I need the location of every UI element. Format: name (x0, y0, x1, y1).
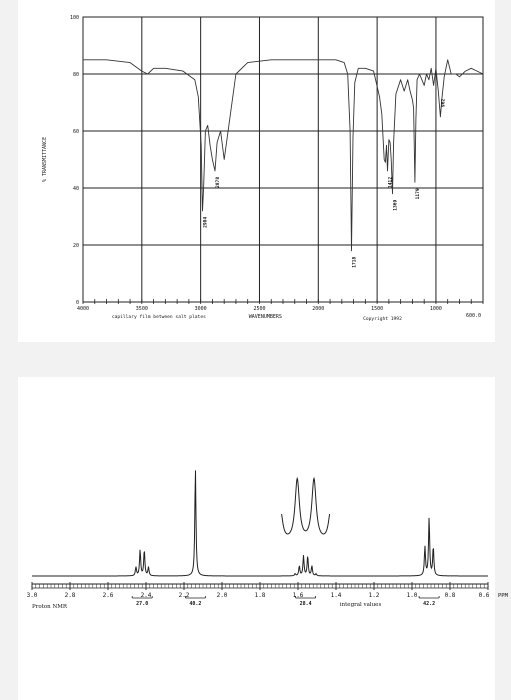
nmr-x-tick-label: 1.2 (369, 592, 380, 599)
ir-y-axis-label: % TRANSMITTANCE (42, 137, 48, 182)
nmr-title: Proton NMR (32, 604, 68, 610)
nmr-x-tick-label: 0.6 (479, 592, 490, 599)
ir-y-tick-label: 40 (73, 186, 79, 192)
ir-spectrum-panel: 100 80 60 40 20 0 4000 3500 3000 2500 2000 1500 1000… (18, 0, 495, 342)
nmr-x-tick-label: 2.4 (141, 592, 152, 599)
nmr-x-tick-label: 3.0 (27, 592, 38, 599)
nmr-x-tick-label: 1.0 (407, 592, 418, 599)
nmr-x-tick-label: 1.8 (255, 592, 266, 599)
ir-peak-label: 1412 (387, 177, 393, 188)
ir-copyright: Copyright 1992 (363, 316, 402, 322)
nmr-spectrum-panel: 3.0 2.8 2.6 2.4 2.2 2.0 1.8 1.6 1.4 1.2 1.0 0.8 0.6 P… (18, 377, 509, 700)
nmr-integral-value: 28.4 (300, 601, 312, 607)
nmr-integral-value: 42.2 (423, 601, 435, 607)
nmr-x-tick-label: 2.6 (103, 592, 114, 599)
nmr-x-tick-label: 2.8 (65, 592, 76, 599)
nmr-integral-value: 40.2 (189, 601, 201, 607)
nmr-x-tick-label: 0.8 (445, 592, 456, 599)
ir-peak-label: 1179 (415, 188, 421, 199)
ir-x-tick-label: 4000 (77, 306, 89, 312)
ir-y-tick-label: 80 (73, 72, 79, 78)
ir-x-tick-label: 1000 (430, 306, 442, 312)
ir-plot-frame (82, 16, 484, 303)
nmr-x-tick-label: 1.4 (331, 592, 342, 599)
nmr-x-axis-label: PPM (498, 593, 509, 599)
ir-peak-label: 1718 (351, 256, 357, 267)
ir-y-tick-label: 60 (73, 129, 79, 135)
ir-x-tick-label: 3000 (195, 306, 207, 312)
nmr-x-tick-label: 2.0 (217, 592, 228, 599)
nmr-expansion-inset (281, 476, 331, 535)
ir-peak-label: 2984 (203, 217, 209, 228)
ir-sample-note: capillary film between salt plates (112, 314, 206, 320)
ir-x-tick-label: 2000 (312, 306, 324, 312)
ir-x-tick-label: 600.0 (466, 313, 481, 319)
nmr-x-tick-label: 2.2 (179, 592, 190, 599)
nmr-integral-value: 27.0 (136, 601, 148, 607)
ir-y-tick-label: 20 (73, 243, 79, 249)
ir-x-tick-label: 3500 (136, 306, 148, 312)
nmr-spectrum-line (32, 470, 488, 577)
ir-x-tick-label: 1500 (371, 306, 383, 312)
ir-y-tick-label: 0 (76, 300, 79, 306)
ir-peak-label: 962 (440, 99, 446, 108)
ir-peak-label: 1369 (393, 199, 399, 210)
nmr-spectrum-chart: 3.0 2.8 2.6 2.4 2.2 2.0 1.8 1.6 1.4 1.2 1.0 0.8 0.6 P… (27, 470, 509, 610)
ir-x-tick-label: 2500 (253, 306, 265, 312)
nmr-x-tick-label: 1.6 (293, 592, 304, 599)
nmr-integral-caption: integral values (340, 602, 382, 608)
ir-spectrum-line (83, 59, 484, 252)
ir-x-axis-label: WAVENUMBERS (249, 314, 282, 320)
ir-y-tick-label: 100 (70, 15, 79, 21)
ir-peak-label: 2878 (215, 177, 221, 188)
